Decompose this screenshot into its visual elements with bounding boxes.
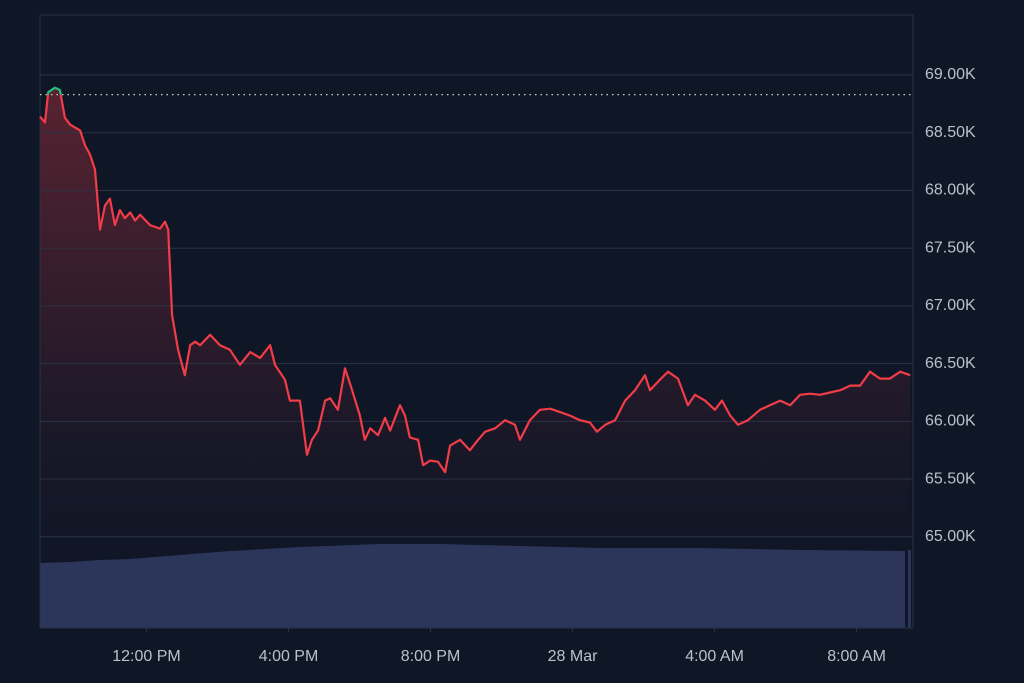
label-layer: 65.00K 65.50K 66.00K 66.50K 67.00K 67.50K 68.0…	[112, 66, 976, 665]
y-tick-label: 69.00K	[925, 66, 976, 83]
volume-bar	[908, 550, 911, 628]
x-tick-label: 28 Mar	[548, 648, 598, 665]
y-tick-label: 65.50K	[925, 470, 976, 487]
y-tick-label: 68.50K	[925, 124, 976, 141]
y-tick-label: 68.00K	[925, 182, 976, 199]
line-layer	[39, 86, 913, 474]
x-tick-label: 4:00 AM	[685, 648, 744, 665]
x-tick-label: 4:00 PM	[259, 648, 319, 665]
overlay-button-text[interactable]: Analyze	[848, 665, 901, 682]
x-tick-label: 8:00 PM	[401, 648, 461, 665]
volume-panel	[40, 544, 911, 628]
y-tick-label: 66.00K	[925, 413, 976, 430]
area-fill	[40, 87, 911, 568]
price-line	[39, 94, 911, 474]
x-tick-label: 8:00 AM	[827, 648, 886, 665]
y-tick-label: 67.00K	[925, 297, 976, 314]
area-layer	[40, 87, 911, 568]
y-tick-label: 66.50K	[925, 355, 976, 372]
grid-layer	[40, 74, 913, 538]
volume-bars	[40, 544, 905, 628]
y-tick-label: 67.50K	[925, 239, 976, 256]
x-tick-label: 12:00 PM	[112, 648, 180, 665]
y-tick-label: 65.00K	[925, 528, 976, 545]
